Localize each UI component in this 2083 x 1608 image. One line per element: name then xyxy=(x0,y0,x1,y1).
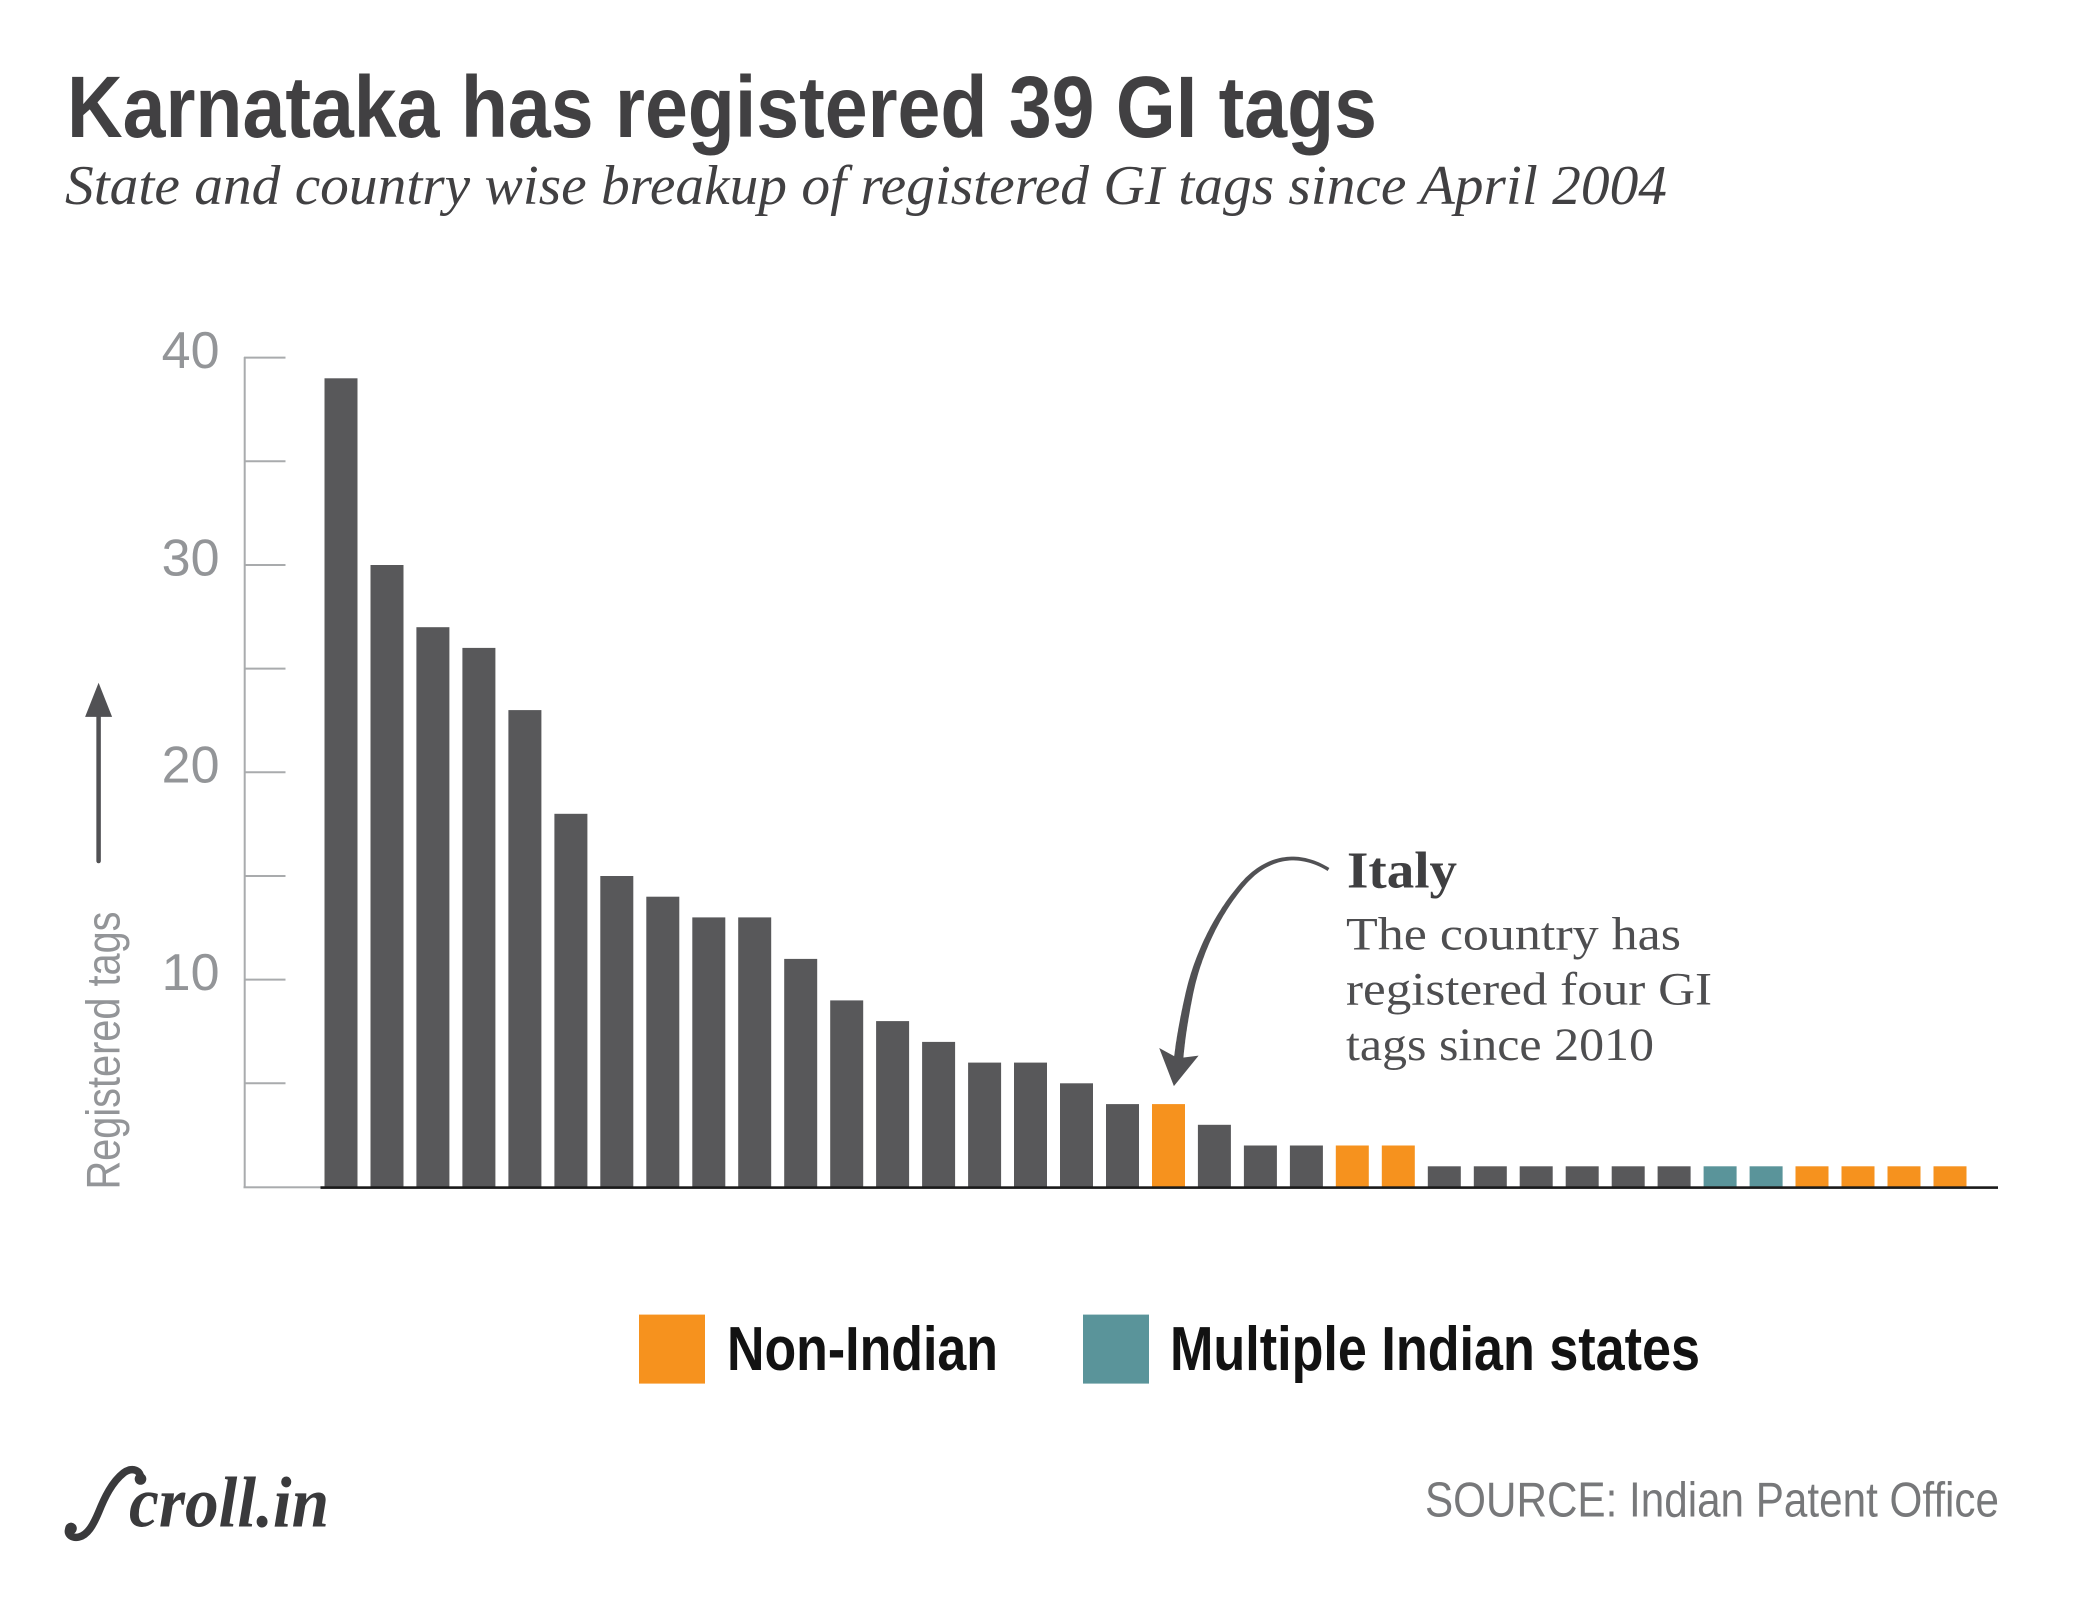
svg-text:SOURCE: Indian Patent Office: SOURCE: Indian Patent Office xyxy=(1425,1474,1999,1528)
svg-text:Non-Indian: Non-Indian xyxy=(727,1315,998,1384)
svg-text:Multiple Indian states: Multiple Indian states xyxy=(1170,1315,1700,1384)
svg-text:Karnataka has registered 39 GI: Karnataka has registered 39 GI tags xyxy=(67,59,1377,156)
svg-text:Italy: Italy xyxy=(1347,843,1457,900)
svg-text:registered four GI: registered four GI xyxy=(1346,964,1712,1016)
svg-text:10: 10 xyxy=(162,944,220,1002)
svg-text:Registered tags: Registered tags xyxy=(76,912,129,1190)
svg-text:40: 40 xyxy=(162,322,220,380)
svg-text:tags since 2010: tags since 2010 xyxy=(1346,1019,1654,1071)
svg-text:20: 20 xyxy=(162,737,220,795)
svg-text:State and country wise breakup: State and country wise breakup of regist… xyxy=(65,155,1667,217)
svg-text:croll.in: croll.in xyxy=(129,1463,329,1543)
svg-text:The country has: The country has xyxy=(1346,908,1681,960)
svg-text:30: 30 xyxy=(162,529,220,587)
